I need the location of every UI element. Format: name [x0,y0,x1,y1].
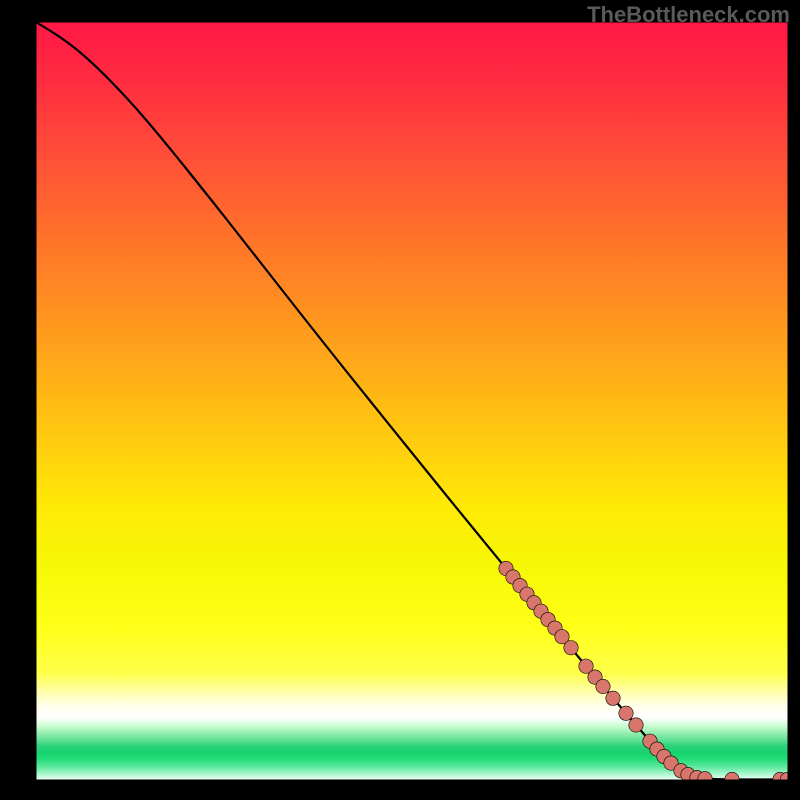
chart-root: TheBottleneck.com [0,0,800,800]
data-marker [596,679,610,693]
data-marker [606,691,620,705]
data-marker [629,718,643,732]
plot-background [37,23,788,780]
chart-svg [0,0,800,800]
data-marker [564,641,578,655]
data-marker [619,706,633,720]
